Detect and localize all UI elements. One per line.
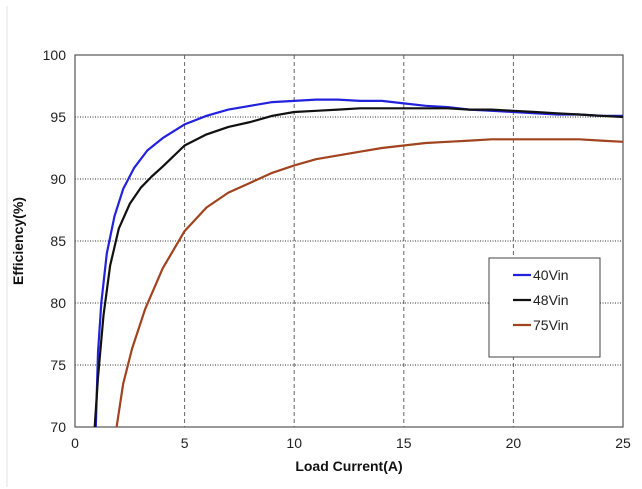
legend-label-2: 48Vin	[533, 292, 569, 308]
y-tick-label: 100	[43, 47, 67, 63]
series-lines	[93, 98, 624, 428]
x-tick-label: 15	[396, 435, 412, 451]
legend-box	[488, 257, 601, 358]
legend: 40Vin 48Vin 75Vin	[488, 257, 601, 358]
axis-tick-labels: 0 5 10 15 20 25 70 75 80 85 90 95 100	[43, 47, 631, 451]
x-tick-label: 20	[506, 435, 522, 451]
y-tick-label: 75	[50, 357, 66, 373]
y-tick-label: 80	[50, 295, 66, 311]
legend-label-1: 40Vin	[533, 267, 569, 283]
series-line-2	[93, 107, 624, 428]
x-axis-title: Load Current(A)	[295, 458, 402, 474]
series-line-1	[94, 98, 623, 428]
grid-lines	[75, 55, 623, 427]
y-tick-label: 90	[50, 171, 66, 187]
x-tick-label: 25	[615, 435, 631, 451]
y-axis-title: Efficiency(%)	[10, 197, 26, 285]
y-tick-label: 85	[50, 233, 66, 249]
plot-area-frame	[74, 54, 624, 428]
legend-label-3: 75Vin	[533, 317, 569, 333]
x-tick-label: 0	[71, 435, 79, 451]
y-tick-label: 70	[50, 419, 66, 435]
y-tick-label: 95	[50, 109, 66, 125]
x-tick-label: 10	[286, 435, 302, 451]
x-tick-label: 5	[181, 435, 189, 451]
series-line-3	[115, 138, 624, 428]
